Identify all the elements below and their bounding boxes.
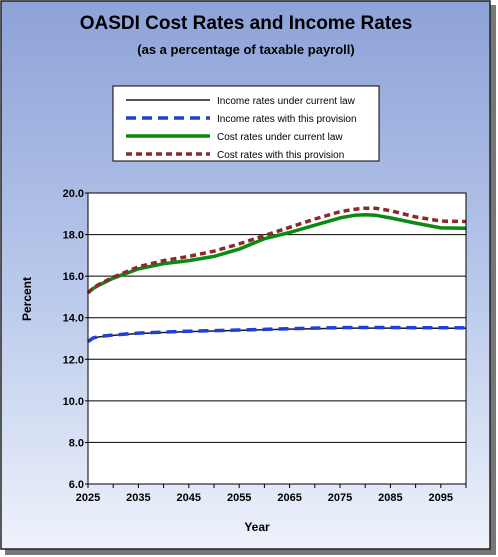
y-tick-label: 16.0 xyxy=(63,271,84,283)
series-line-4 xyxy=(86,206,467,295)
series-line-1 xyxy=(87,327,466,343)
chart-subtitle: (as a percentage of taxable payroll) xyxy=(137,42,354,57)
y-tick-label: 10.0 xyxy=(63,396,84,408)
y-tick-label: 6.0 xyxy=(69,479,84,491)
x-tick-label: 2085 xyxy=(378,492,402,504)
chart-title: OASDI Cost Rates and Income Rates xyxy=(80,13,413,34)
x-tick-label: 2025 xyxy=(76,492,100,504)
x-tick-label: 2075 xyxy=(328,492,352,504)
plot-border xyxy=(87,192,467,485)
legend-label: Income rates with this provision xyxy=(217,114,357,125)
x-tick-label: 2055 xyxy=(227,492,251,504)
y-axis-label: Percent xyxy=(20,277,34,321)
plot-background xyxy=(88,193,466,484)
x-tick-label: 2045 xyxy=(177,492,201,504)
x-tick-label: 2095 xyxy=(429,492,453,504)
x-tick-label: 2065 xyxy=(277,492,301,504)
x-axis-label: Year xyxy=(244,520,270,534)
legend-label: Cost rates with this provision xyxy=(217,150,344,161)
plot-area xyxy=(86,192,467,485)
legend-box xyxy=(112,85,380,162)
y-tick-label: 12.0 xyxy=(63,354,84,366)
y-tick-label: 20.0 xyxy=(63,188,84,200)
legend-label: Income rates under current law xyxy=(217,96,356,107)
legend-label: Cost rates under current law xyxy=(217,132,343,143)
legend: Income rates under current law Income rat… xyxy=(112,85,380,162)
y-tick-label: 18.0 xyxy=(63,230,84,242)
y-tick-label: 14.0 xyxy=(63,313,84,325)
y-tick-label: 8.0 xyxy=(69,437,84,449)
x-tick-label: 2035 xyxy=(126,492,150,504)
